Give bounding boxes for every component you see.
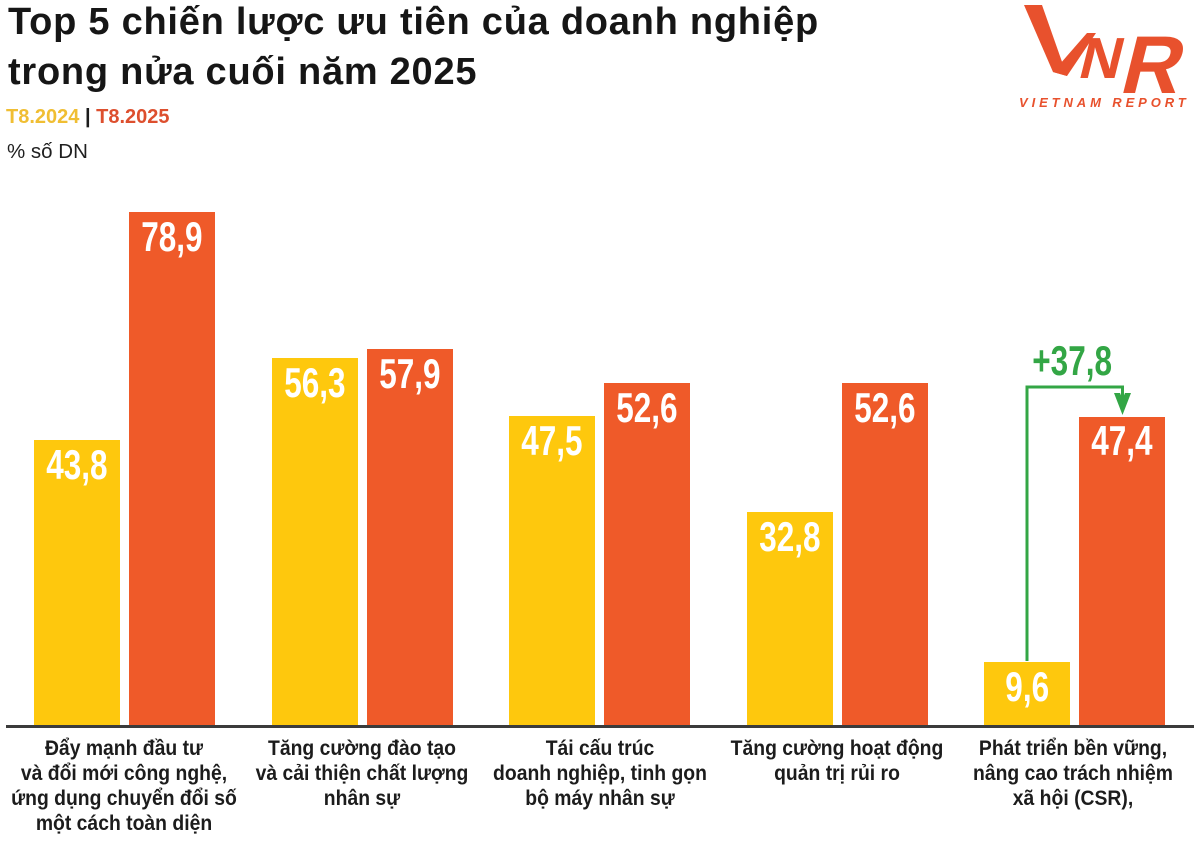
svg-text:VIETNAM REPORT: VIETNAM REPORT (1019, 95, 1190, 110)
